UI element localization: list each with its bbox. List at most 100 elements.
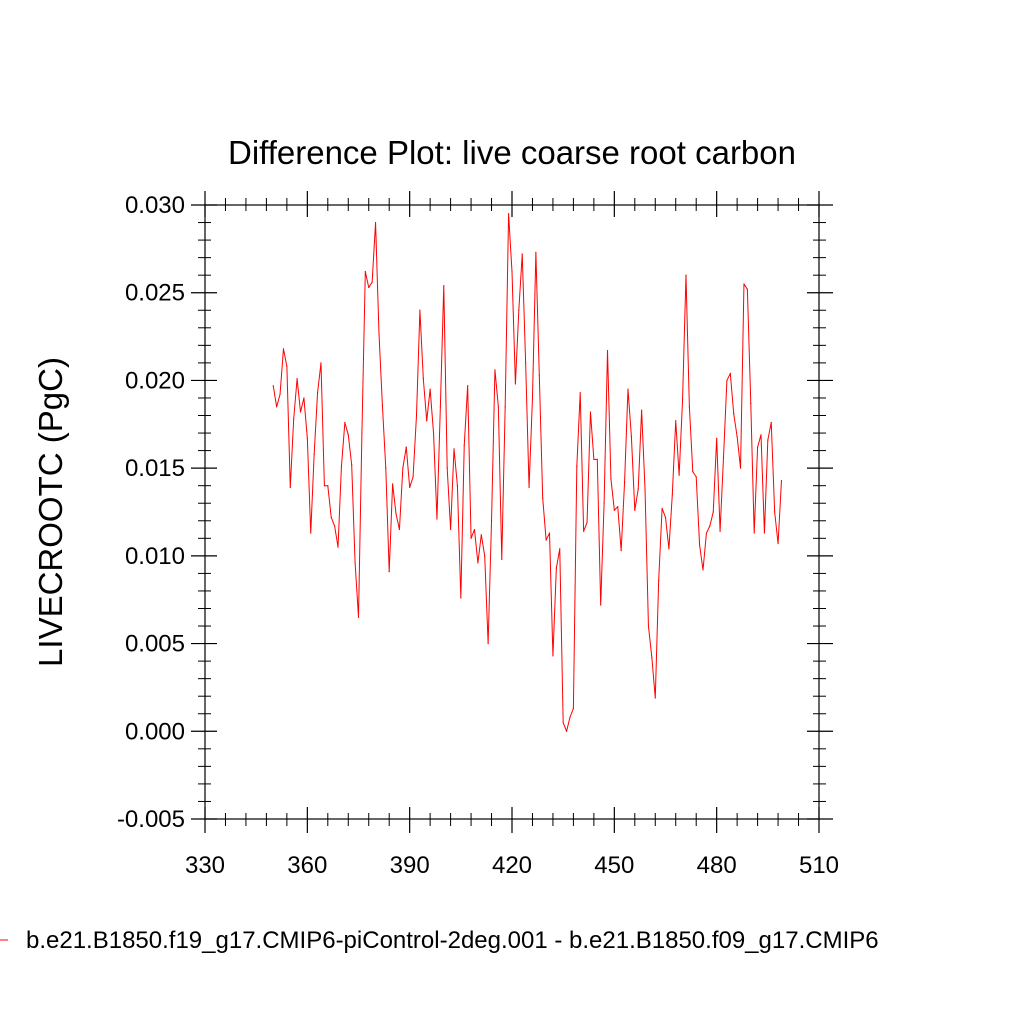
data-point <box>487 642 489 645</box>
y-tick-label: 0.005 <box>125 631 185 658</box>
data-point <box>351 464 353 466</box>
data-point <box>467 385 469 387</box>
data-point <box>327 485 329 487</box>
x-tick-label: 450 <box>594 852 634 879</box>
data-point <box>323 485 325 487</box>
data-point <box>497 406 499 408</box>
legend-entry: b.e21.B1850.f19_g17.CMIP6-piControl-2deg… <box>26 927 879 954</box>
data-point <box>371 281 373 283</box>
data-point <box>354 562 356 564</box>
x-tick-label: 330 <box>185 852 225 879</box>
y-tick-label: 0.025 <box>125 280 185 307</box>
data-point <box>450 528 452 531</box>
data-point <box>753 532 755 534</box>
data-point <box>555 567 557 569</box>
y-tick-label: 0.030 <box>125 192 185 219</box>
data-point <box>729 372 731 375</box>
data-point <box>463 444 465 446</box>
data-point <box>733 413 735 415</box>
data-point <box>361 432 363 434</box>
data-point <box>695 476 697 478</box>
x-tick-label: 510 <box>799 852 839 879</box>
data-point <box>303 397 305 399</box>
data-point <box>705 532 708 534</box>
data-point <box>378 332 380 334</box>
data-point <box>398 528 401 531</box>
data-point <box>313 453 315 455</box>
data-point <box>610 478 612 480</box>
data-point <box>709 525 711 527</box>
data-point <box>357 616 360 618</box>
data-point <box>480 534 482 536</box>
data-point <box>596 458 598 460</box>
data-point <box>286 365 288 367</box>
data-point <box>736 435 738 438</box>
data-point <box>699 544 701 546</box>
data-point <box>470 537 472 539</box>
data-point <box>576 465 578 467</box>
data-point <box>623 481 626 483</box>
data-point <box>436 518 438 520</box>
y-axis-tick-labels: -0.005 0.000 0.005 0.010 0.015 0.020 0.025 0.03… <box>117 192 185 833</box>
data-point <box>426 420 428 422</box>
data-point <box>518 309 520 311</box>
data-point <box>722 457 725 459</box>
data-point <box>320 362 322 364</box>
data-point <box>419 309 421 311</box>
data-point <box>330 516 332 518</box>
data-point <box>716 437 718 439</box>
data-point <box>460 597 462 599</box>
data-point <box>750 402 752 404</box>
data-point <box>538 374 540 376</box>
y-tick-label: -0.005 <box>117 806 185 833</box>
y-tick-label: 0.015 <box>125 455 185 482</box>
data-point <box>374 221 377 224</box>
data-point <box>429 388 431 390</box>
data-point <box>392 483 394 485</box>
data-point <box>412 476 414 478</box>
data-point <box>542 497 544 499</box>
data-point <box>334 525 336 527</box>
data-point <box>617 506 619 508</box>
data-point <box>606 350 609 352</box>
data-point <box>692 471 694 473</box>
data-point <box>402 467 404 469</box>
data-point <box>664 516 667 518</box>
data-point <box>388 571 390 573</box>
data-point <box>473 528 476 531</box>
data-point <box>548 532 551 534</box>
data-point <box>562 721 564 724</box>
data-point <box>651 657 653 659</box>
data-point <box>477 562 479 564</box>
data-point <box>525 362 527 364</box>
data-point <box>603 502 605 504</box>
data-point <box>671 493 673 496</box>
data-point <box>654 697 656 699</box>
data-point <box>774 511 776 513</box>
x-tick-label: 420 <box>492 852 532 879</box>
data-point <box>613 509 615 511</box>
x-tick-label: 390 <box>390 852 430 879</box>
y-tick-label: 0.010 <box>125 543 185 570</box>
data-point <box>780 479 783 482</box>
data-point <box>647 625 650 627</box>
data-point <box>514 383 517 385</box>
data-point <box>484 555 486 557</box>
data-point <box>589 411 592 413</box>
data-point <box>395 513 397 515</box>
data-point <box>600 604 602 606</box>
x-tick-label: 360 <box>287 852 327 879</box>
data-point <box>583 530 585 532</box>
data-point <box>446 467 448 469</box>
data-point <box>296 378 298 380</box>
data-point <box>739 467 742 469</box>
data-point <box>661 507 663 510</box>
data-point <box>279 393 281 396</box>
data-point <box>347 434 349 436</box>
data-point <box>630 435 632 438</box>
data-point <box>675 420 677 422</box>
data-point <box>504 406 506 408</box>
data-point <box>668 548 670 550</box>
data-point <box>569 716 571 718</box>
